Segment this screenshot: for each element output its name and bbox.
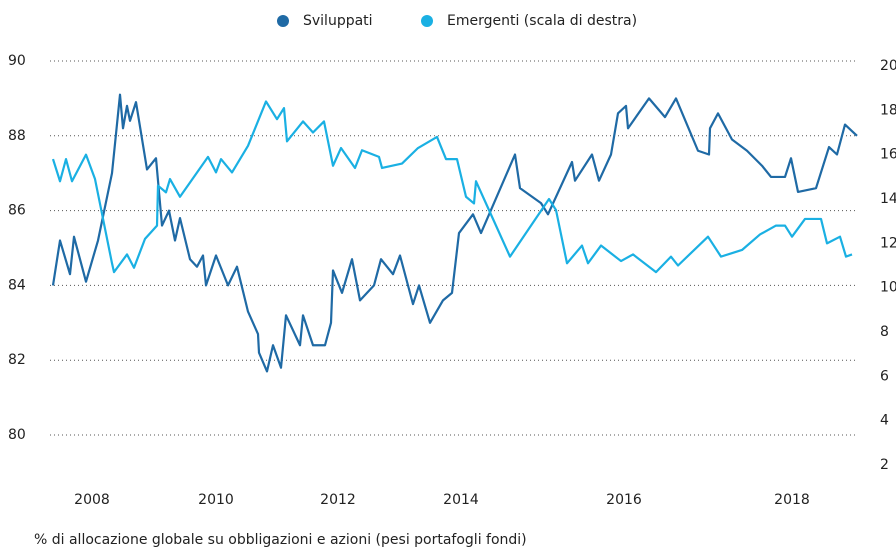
x-tick-label: 2014: [443, 492, 479, 508]
y2-tick-label: 14: [880, 191, 896, 207]
y2-tick-label: 16: [880, 147, 896, 163]
x-tick-label: 2008: [74, 492, 110, 508]
y2-tick-label: 20: [880, 58, 896, 74]
data-line: [51, 100, 853, 274]
y-tick-label: 90: [8, 53, 26, 69]
legend-label: Sviluppati: [303, 13, 373, 29]
y-tick-label: 86: [8, 203, 26, 219]
y2-tick-label: 10: [880, 280, 896, 296]
y-tick-label: 88: [8, 128, 26, 144]
y-tick-label: 82: [8, 352, 26, 368]
x-tick-label: 2012: [320, 492, 356, 508]
legend-marker: [421, 15, 433, 27]
x-tick-label: 2018: [774, 492, 810, 508]
y2-tick-label: 8: [880, 324, 889, 340]
y-tick-label: 84: [8, 277, 26, 293]
y2-tick-label: 4: [880, 413, 889, 429]
legend-marker: [277, 15, 289, 27]
y2-tick-label: 12: [880, 235, 896, 251]
y-tick-label: 80: [8, 427, 26, 443]
data-line: [51, 93, 858, 373]
y2-tick-label: 18: [880, 102, 896, 118]
x-tick-label: 2016: [606, 492, 642, 508]
x-tick-label: 2010: [198, 492, 234, 508]
y2-tick-label: 6: [880, 368, 889, 384]
caption: % di allocazione globale su obbligazioni…: [34, 532, 527, 548]
legend-label: Emergenti (scala di destra): [447, 13, 637, 29]
y2-tick-label: 2: [880, 457, 889, 473]
